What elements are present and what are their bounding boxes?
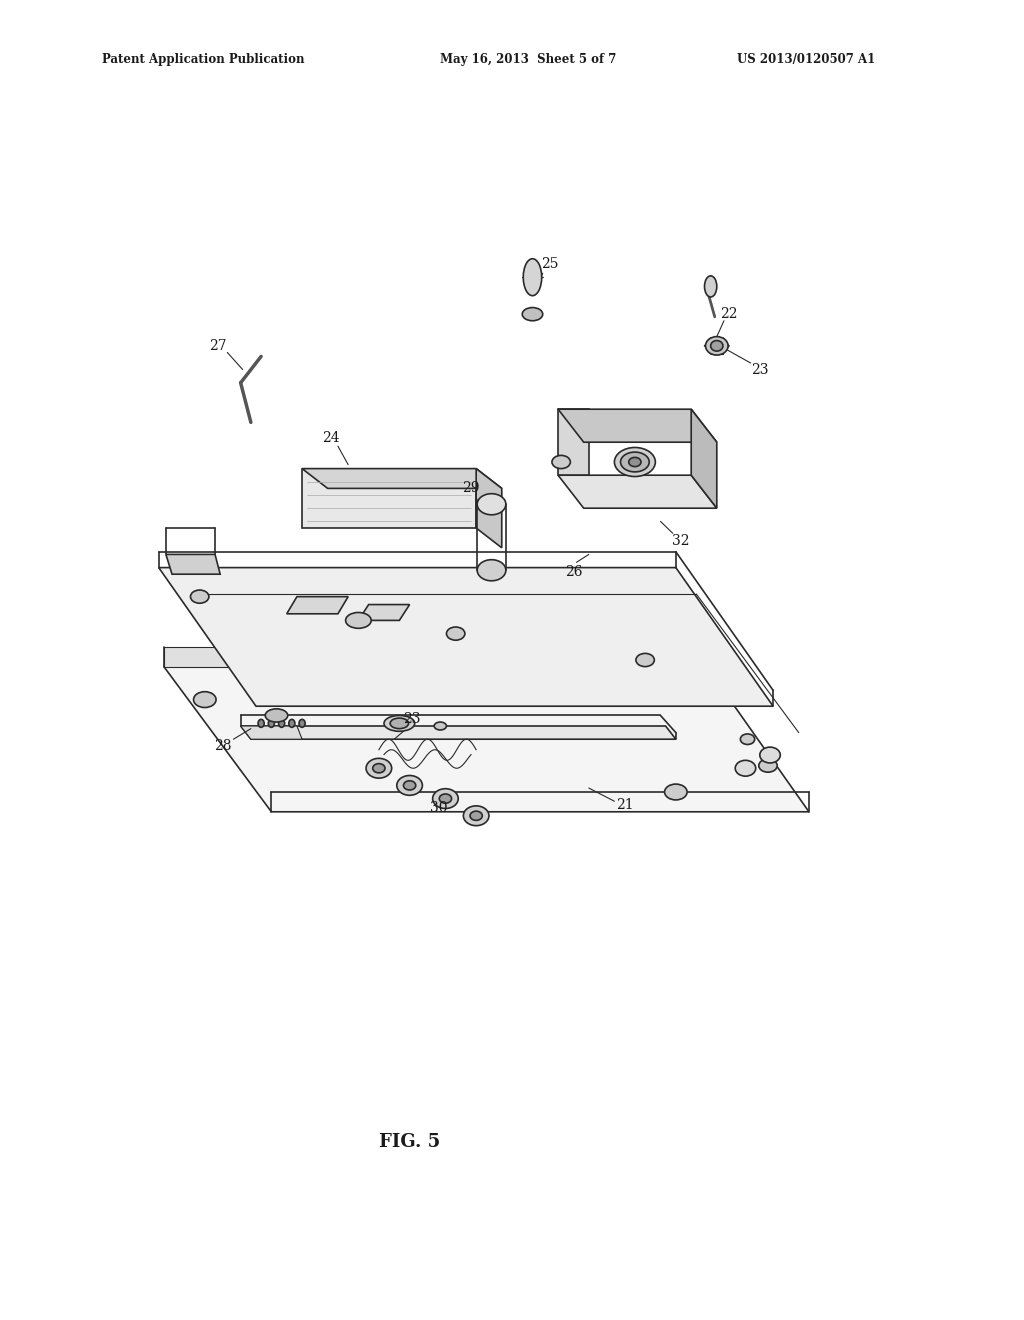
Ellipse shape <box>705 276 717 297</box>
Polygon shape <box>164 667 809 812</box>
Polygon shape <box>164 647 707 667</box>
Ellipse shape <box>477 560 506 581</box>
Text: 30: 30 <box>429 801 447 814</box>
Ellipse shape <box>470 810 482 821</box>
Text: 23: 23 <box>402 713 421 726</box>
Ellipse shape <box>345 612 372 628</box>
Ellipse shape <box>759 759 777 772</box>
Text: 21: 21 <box>615 799 634 812</box>
Ellipse shape <box>373 763 385 774</box>
Ellipse shape <box>665 784 687 800</box>
Ellipse shape <box>621 451 649 471</box>
Ellipse shape <box>190 590 209 603</box>
Ellipse shape <box>522 308 543 321</box>
Polygon shape <box>302 469 502 488</box>
Ellipse shape <box>434 722 446 730</box>
Ellipse shape <box>636 653 654 667</box>
Circle shape <box>279 719 285 727</box>
Polygon shape <box>302 469 476 528</box>
Text: May 16, 2013  Sheet 5 of 7: May 16, 2013 Sheet 5 of 7 <box>440 53 616 66</box>
Ellipse shape <box>446 627 465 640</box>
Polygon shape <box>558 475 717 508</box>
Text: 26: 26 <box>564 565 583 578</box>
Ellipse shape <box>439 795 452 803</box>
Circle shape <box>299 719 305 727</box>
Circle shape <box>258 719 264 727</box>
Ellipse shape <box>760 747 780 763</box>
Text: 28: 28 <box>214 739 232 752</box>
Polygon shape <box>241 726 302 739</box>
Circle shape <box>268 719 274 727</box>
Ellipse shape <box>194 692 216 708</box>
Ellipse shape <box>523 259 542 296</box>
Polygon shape <box>476 469 502 548</box>
Ellipse shape <box>477 494 506 515</box>
Text: FIG. 5: FIG. 5 <box>379 1133 440 1151</box>
Ellipse shape <box>706 337 728 355</box>
Circle shape <box>289 719 295 727</box>
Polygon shape <box>691 409 717 508</box>
Text: 22: 22 <box>720 308 738 321</box>
Ellipse shape <box>740 734 755 744</box>
Ellipse shape <box>403 780 416 789</box>
Polygon shape <box>558 409 717 442</box>
Ellipse shape <box>552 455 570 469</box>
Ellipse shape <box>463 805 489 826</box>
Text: 24: 24 <box>322 432 340 445</box>
Text: 25: 25 <box>541 257 559 271</box>
Text: 29: 29 <box>462 482 480 495</box>
Text: 32: 32 <box>672 535 690 548</box>
Polygon shape <box>241 726 676 739</box>
Ellipse shape <box>629 458 641 467</box>
Ellipse shape <box>711 341 723 351</box>
Polygon shape <box>166 554 220 574</box>
Ellipse shape <box>367 758 391 777</box>
Ellipse shape <box>735 760 756 776</box>
Polygon shape <box>287 597 348 614</box>
Text: 23: 23 <box>751 363 769 376</box>
Polygon shape <box>159 568 773 706</box>
Ellipse shape <box>397 776 423 795</box>
Polygon shape <box>558 409 589 475</box>
Ellipse shape <box>390 718 409 729</box>
Text: US 2013/0120507 A1: US 2013/0120507 A1 <box>737 53 876 66</box>
Ellipse shape <box>432 789 459 808</box>
Text: Patent Application Publication: Patent Application Publication <box>102 53 305 66</box>
Ellipse shape <box>384 715 415 731</box>
Text: 27: 27 <box>209 339 227 352</box>
Ellipse shape <box>614 447 655 477</box>
Polygon shape <box>358 605 410 620</box>
Ellipse shape <box>265 709 288 722</box>
